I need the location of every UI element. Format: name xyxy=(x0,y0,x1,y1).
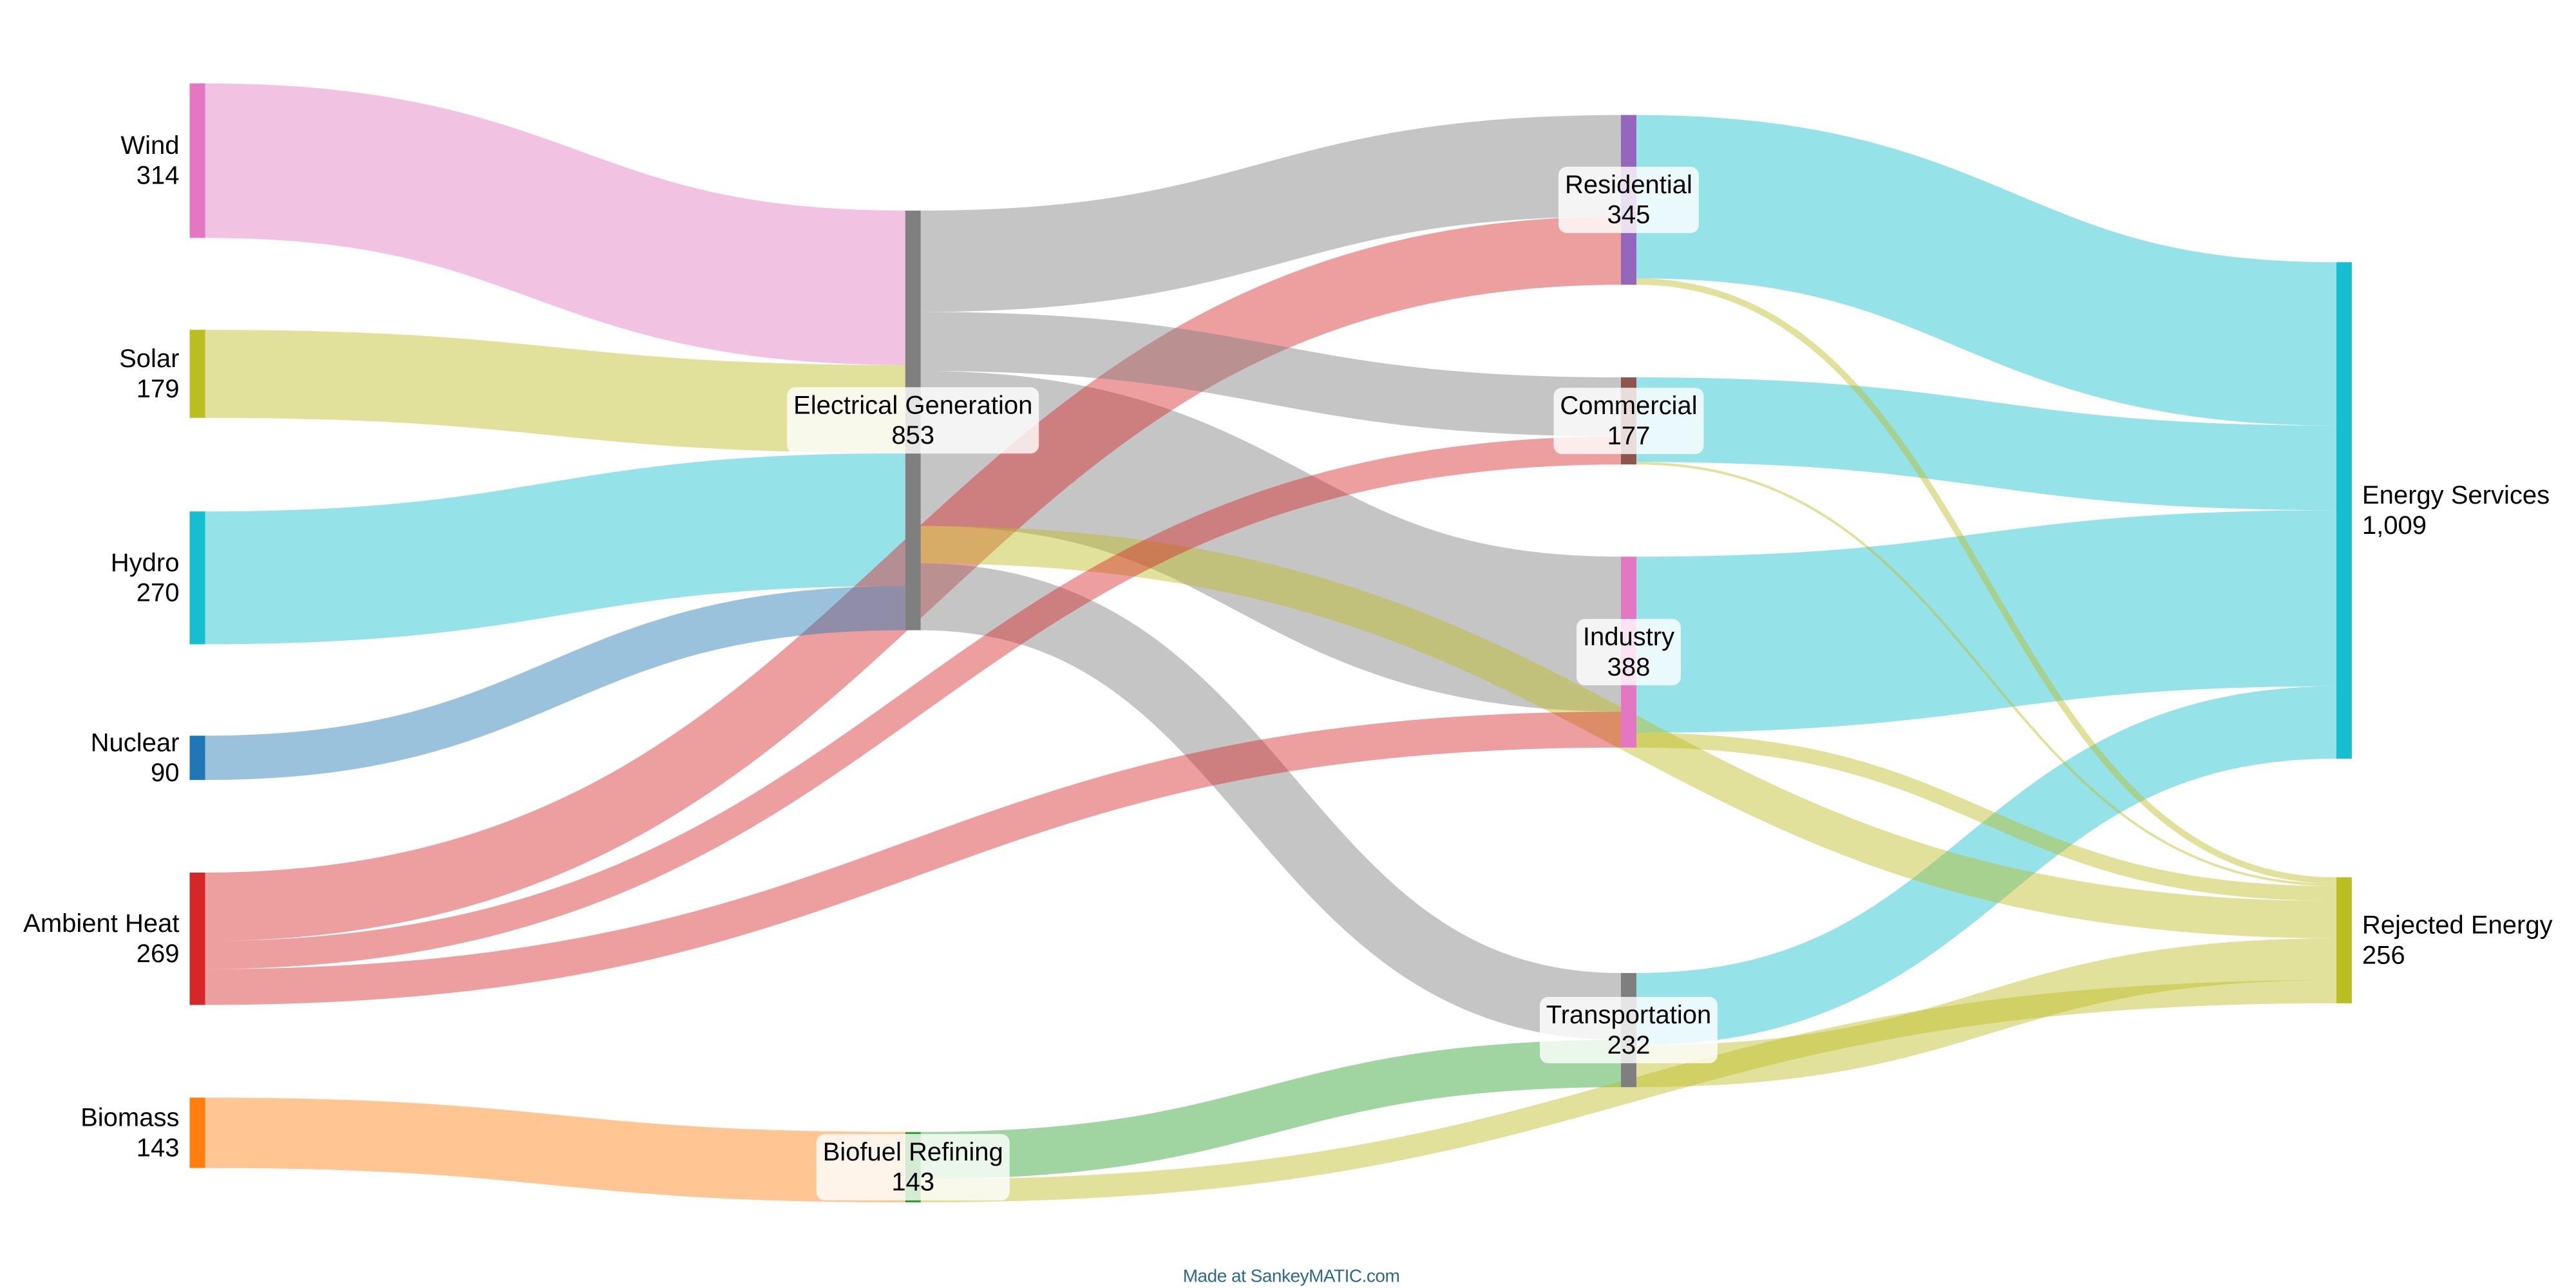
svg-text:269: 269 xyxy=(137,940,180,968)
svg-text:Industry: Industry xyxy=(1583,623,1674,651)
svg-text:853: 853 xyxy=(891,421,934,450)
svg-text:Nuclear: Nuclear xyxy=(91,728,180,757)
svg-text:388: 388 xyxy=(1607,653,1651,681)
svg-text:90: 90 xyxy=(151,759,180,787)
svg-text:Wind: Wind xyxy=(120,131,179,160)
svg-text:270: 270 xyxy=(137,579,180,607)
svg-text:314: 314 xyxy=(137,162,180,190)
svg-text:Made at SankeyMATIC.com: Made at SankeyMATIC.com xyxy=(1183,1266,1400,1286)
svg-text:Commercial: Commercial xyxy=(1560,392,1697,420)
svg-text:Electrical Generation: Electrical Generation xyxy=(793,391,1032,419)
svg-text:143: 143 xyxy=(137,1133,180,1162)
svg-text:143: 143 xyxy=(891,1168,934,1197)
svg-text:345: 345 xyxy=(1607,201,1651,229)
svg-text:Hydro: Hydro xyxy=(111,549,180,577)
svg-text:1,009: 1,009 xyxy=(2362,511,2427,540)
svg-text:Rejected Energy: Rejected Energy xyxy=(2362,911,2553,940)
svg-text:232: 232 xyxy=(1607,1031,1651,1059)
svg-text:Residential: Residential xyxy=(1565,171,1692,199)
svg-text:Biofuel Refining: Biofuel Refining xyxy=(823,1138,1003,1166)
svg-text:177: 177 xyxy=(1607,422,1651,450)
svg-text:Energy Services: Energy Services xyxy=(2362,481,2550,509)
svg-text:256: 256 xyxy=(2362,941,2405,969)
svg-text:179: 179 xyxy=(137,375,180,403)
svg-text:Solar: Solar xyxy=(119,345,179,373)
svg-text:Biomass: Biomass xyxy=(80,1104,179,1132)
svg-text:Ambient Heat: Ambient Heat xyxy=(23,909,179,938)
svg-text:Transportation: Transportation xyxy=(1546,1001,1711,1029)
